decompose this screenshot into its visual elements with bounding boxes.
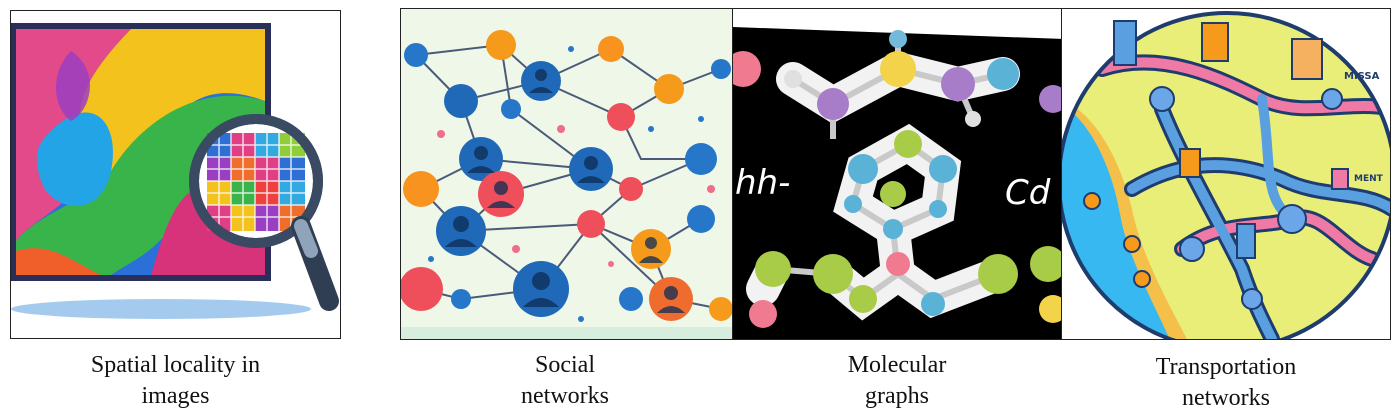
- caption-molecular-graphs: Molecular graphs: [762, 350, 1032, 412]
- atoms: [733, 30, 1061, 328]
- map-label-right: MENT: [1354, 174, 1384, 184]
- caption-social-line2: networks: [521, 383, 609, 409]
- social-network-illustration: [401, 30, 732, 339]
- caption-transportation-networks: Transportation networks: [1091, 352, 1361, 414]
- pixel-grid: [207, 133, 305, 231]
- map-label-top: MISSA: [1344, 71, 1380, 82]
- molecular-graph-panel: hh- Cd: [732, 8, 1062, 340]
- caption-social-networks: Social networks: [430, 350, 700, 412]
- transportation-network-panel: MISSA MENT: [1061, 8, 1391, 340]
- molecule-label-right: Cd: [1005, 173, 1051, 213]
- caption-social-line1: Social: [535, 352, 595, 378]
- transport-map-illustration: MISSA MENT: [1062, 11, 1390, 339]
- caption-spatial-line1: Spatial locality in: [90, 352, 261, 378]
- building-icons: [1113, 20, 1349, 259]
- caption-transport-line1: Transportation: [1155, 354, 1297, 380]
- caption-spatial-locality: Spatial locality in images: [10, 350, 341, 412]
- caption-spatial-line2: images: [141, 383, 210, 409]
- caption-transport-line2: networks: [1182, 385, 1270, 411]
- spatial-locality-panel: [10, 10, 341, 339]
- molecule-label-left: hh-: [735, 163, 790, 203]
- caption-molecular-line2: graphs: [865, 383, 929, 409]
- magnifying-glass-icon: [189, 114, 323, 248]
- social-network-panel: [400, 8, 733, 340]
- molecule-illustration: hh- Cd: [733, 27, 1061, 339]
- caption-molecular-line1: Molecular: [847, 352, 947, 378]
- abstract-image-illustration: [11, 23, 339, 319]
- network-nodes: [401, 30, 732, 321]
